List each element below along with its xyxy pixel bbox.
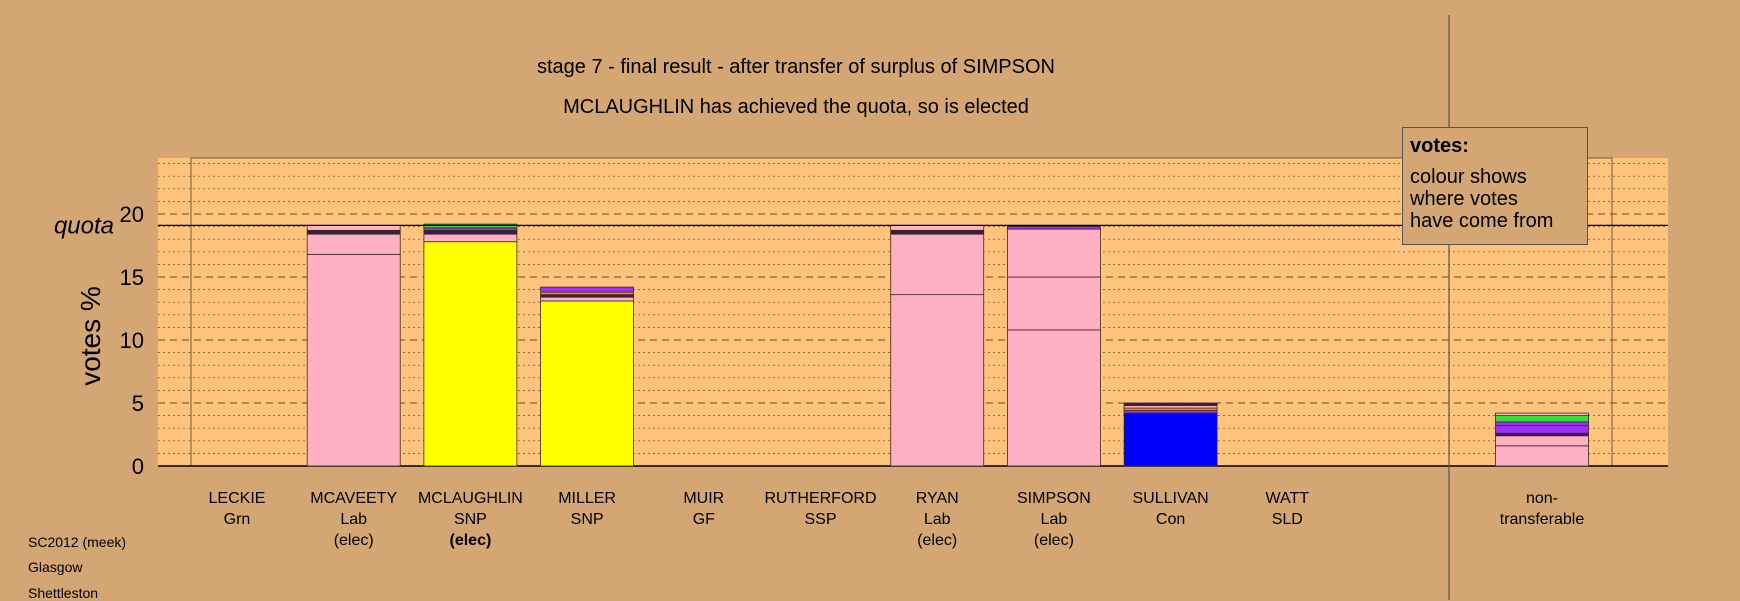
- candidate-party: Lab: [924, 511, 951, 528]
- candidate-party: Lab: [340, 511, 367, 528]
- bar-segment-nontransferable: [1495, 421, 1589, 427]
- bar-segment-sullivan: [1123, 412, 1218, 467]
- bar-segment-mclaughlin: [423, 229, 518, 235]
- candidate-name: LECKIE: [209, 490, 266, 507]
- bar-segment-nontransferable: [1495, 412, 1589, 416]
- nontransferable-label: transferable: [1500, 511, 1585, 528]
- candidate-name: RUTHERFORD: [765, 490, 877, 507]
- nontransferable-label: non-: [1526, 490, 1558, 507]
- council-name: Glasgow: [28, 559, 83, 575]
- legend-line: colour shows: [1410, 166, 1527, 188]
- bar-segment-simpson: [1007, 228, 1101, 278]
- y-tick-label: 15: [120, 265, 144, 290]
- candidate-name: MUIR: [683, 490, 724, 507]
- bar-segment-miller: [540, 286, 634, 293]
- ward-name: Shettleston: [28, 585, 99, 601]
- chart-subtitle: MCLAUGHLIN has achieved the quota, so is…: [563, 96, 1029, 118]
- candidate-party: Lab: [1041, 511, 1068, 528]
- bar-segment-ryan: [890, 294, 985, 467]
- candidate-name: MCAVEETY: [310, 490, 397, 507]
- bar-segment-miller: [540, 296, 634, 302]
- candidate-party: SNP: [454, 511, 487, 528]
- candidate-name: MILLER: [558, 490, 616, 507]
- bar-segment-ryan: [890, 233, 985, 296]
- y-tick-label: 20: [120, 202, 144, 227]
- election-name: SC2012 (meek): [28, 534, 127, 550]
- candidate-status: (elec): [1034, 532, 1074, 549]
- bar-segment-miller: [540, 300, 634, 467]
- chart-title: stage 7 - final result - after transfer …: [537, 56, 1055, 78]
- candidate-name: SIMPSON: [1017, 490, 1091, 507]
- y-axis-label: votes %: [75, 286, 106, 386]
- bar-segment-simpson: [1007, 329, 1101, 467]
- legend-line: have come from: [1410, 210, 1554, 232]
- candidate-party: SNP: [571, 511, 604, 528]
- bar-segment-mcaveety: [306, 253, 401, 467]
- candidate-party: GF: [693, 511, 715, 528]
- legend-box: votes: colour shows where votes have com…: [1402, 127, 1588, 245]
- y-tick-label: 10: [120, 328, 144, 353]
- candidate-party: SLD: [1272, 511, 1303, 528]
- legend-title: votes:: [1410, 135, 1469, 157]
- legend-line: where votes: [1410, 188, 1518, 210]
- y-tick-label: 0: [132, 454, 144, 479]
- candidate-status: (elec): [334, 532, 374, 549]
- bar-segment-mcaveety: [306, 224, 401, 231]
- bar-segment-mclaughlin: [423, 223, 518, 229]
- bar-segment-ryan: [890, 229, 985, 235]
- quota-label: quota: [54, 212, 114, 239]
- bar-segment-mclaughlin: [423, 233, 518, 243]
- candidate-status: (elec): [450, 532, 492, 549]
- bar-segment-nontransferable: [1495, 425, 1589, 434]
- candidate-name: SULLIVAN: [1133, 490, 1209, 507]
- bar-segment-mclaughlin: [423, 241, 518, 467]
- candidate-party: Grn: [224, 511, 251, 528]
- candidate-labels: LECKIE Grn MCAVEETY Lab (elec) MCLAUGHLIN SNP (…: [209, 490, 1585, 549]
- candidate-status: (elec): [917, 532, 957, 549]
- candidate-name: WATT: [1266, 490, 1310, 507]
- candidate-name: MCLAUGHLIN: [418, 490, 523, 507]
- bar-segment-simpson: [1007, 276, 1101, 331]
- y-tick-labels: 0 5 10 15 20: [120, 202, 144, 479]
- candidate-party: Con: [1156, 511, 1185, 528]
- bar-segment-nontransferable: [1495, 435, 1589, 447]
- bar-segment-mcaveety: [306, 233, 401, 255]
- bar-segment-mcaveety: [306, 229, 401, 235]
- bar-segment-sullivan: [1123, 402, 1218, 406]
- bar-segment-ryan: [890, 224, 985, 231]
- candidate-party: SSP: [804, 511, 836, 528]
- candidate-name: RYAN: [916, 490, 959, 507]
- bar-segment-nontransferable: [1495, 415, 1589, 423]
- y-tick-label: 5: [132, 391, 144, 416]
- bars: [306, 223, 1589, 467]
- bar-segment-nontransferable: [1495, 445, 1589, 467]
